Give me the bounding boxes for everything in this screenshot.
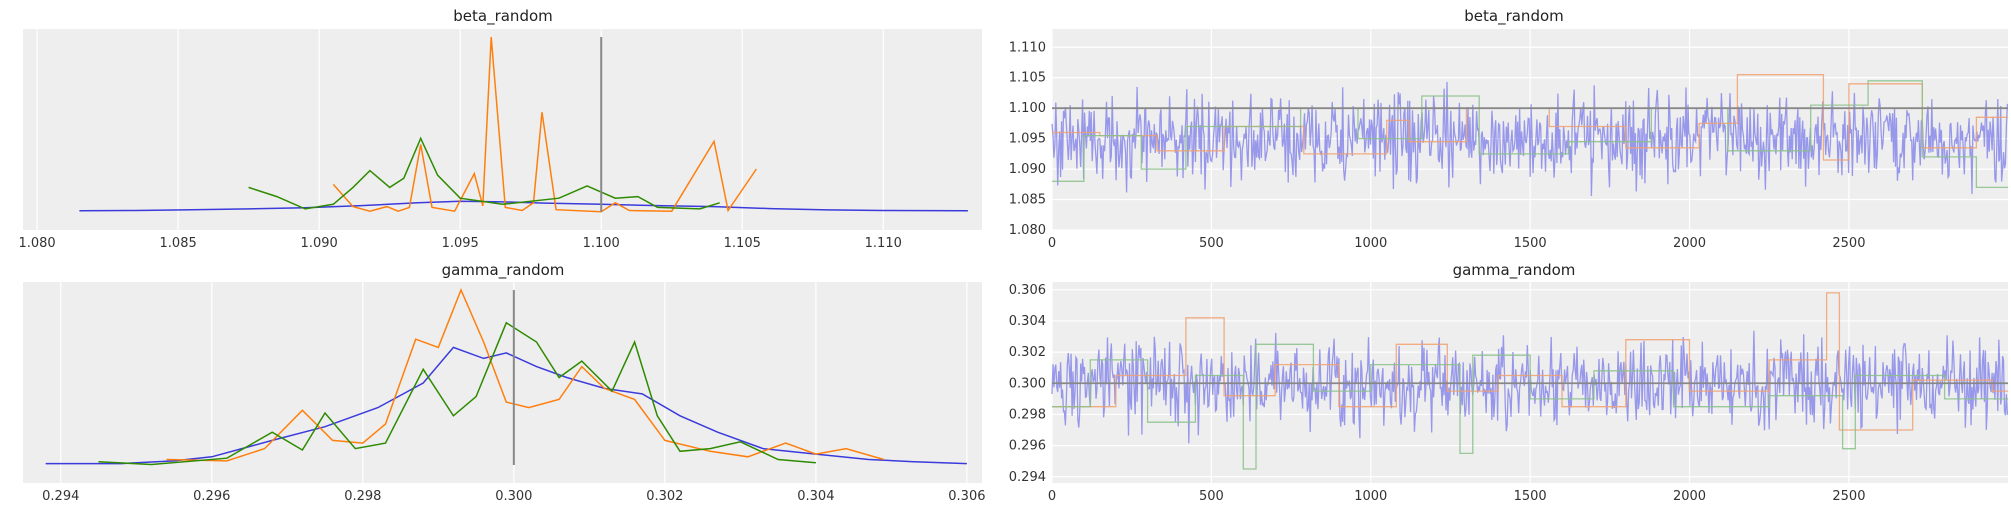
y-tick-label: 0.294 [1009,470,1046,485]
x-tick-label: 2000 [1673,489,1706,504]
panel-title: beta_random [453,7,553,26]
plot-background [23,282,982,483]
x-tick-label: 0.296 [193,489,230,504]
chain-trace-line [1051,81,2009,197]
y-tick-label: 1.080 [1009,223,1046,238]
x-tick-label: 2500 [1832,489,1865,504]
y-tick-label: 0.304 [1009,314,1046,329]
x-tick-label: 0.298 [344,489,381,504]
chain-trace-line [1052,74,2008,161]
panel-beta-random-trace: beta_random 0 500 1000 1500 2000 2500 1.080 1.0… [1009,7,2009,251]
x-tick-label: 1.105 [724,236,761,251]
x-tick-label: 1.100 [583,236,620,251]
y-tick-label: 0.302 [1009,345,1046,360]
y-tick-label: 1.100 [1009,101,1046,116]
x-tick-label: 1000 [1354,489,1387,504]
chain-density-line [45,346,967,465]
panel-gamma-random-trace: gamma_random 0 500 1000 1500 2000 2500 0.294 0.… [1009,261,2009,504]
x-tick-label: 1.085 [160,236,197,251]
x-tick-label: 0.306 [948,489,985,504]
chain-density-line [332,36,758,213]
y-tick-label: 0.296 [1009,439,1046,454]
panel-gamma-random-density: gamma_random 0.294 0.296 0.298 0.300 0.302 0.… [23,261,986,504]
panel-title: gamma_random [442,261,565,280]
x-tick-label: 0.294 [42,489,79,504]
y-tick-label: 0.306 [1009,283,1046,298]
x-tick-label: 1.110 [865,236,902,251]
x-tick-label: 1.080 [18,236,55,251]
x-tick-label: 1.095 [442,236,479,251]
x-tick-label: 0.302 [646,489,683,504]
x-tick-label: 500 [1199,489,1224,504]
x-tick-label: 0 [1048,236,1056,251]
x-tick-label: 2500 [1832,236,1865,251]
panel-title: beta_random [1464,7,1564,26]
x-tick-label: 0.304 [797,489,834,504]
chain-density-line [248,136,720,210]
x-tick-label: 1000 [1354,236,1387,251]
y-tick-label: 1.110 [1009,40,1046,55]
chain-density-line [98,321,816,466]
x-tick-label: 2000 [1673,236,1706,251]
plot-background [23,29,982,230]
x-tick-label: 500 [1199,236,1224,251]
x-tick-label: 0 [1048,489,1056,504]
y-tick-label: 1.090 [1009,162,1046,177]
chain-trace-line [1052,343,2008,470]
panel-beta-random-density: beta_random 1.080 1.085 1.090 1.095 1.100 1.1… [18,7,982,251]
x-tick-label: 1.090 [301,236,338,251]
y-tick-label: 0.298 [1009,407,1046,422]
chain-trace-line [1052,80,2008,189]
y-tick-label: 1.105 [1009,71,1046,86]
y-tick-label: 1.085 [1009,193,1046,208]
y-tick-label: 1.095 [1009,132,1046,147]
x-tick-label: 1500 [1514,489,1547,504]
x-tick-label: 1500 [1514,236,1547,251]
panel-title: gamma_random [1453,261,1576,280]
chain-density-line [79,200,968,212]
chain-density-line [166,288,885,462]
y-tick-label: 0.300 [1009,376,1046,391]
x-tick-label: 0.300 [495,489,532,504]
